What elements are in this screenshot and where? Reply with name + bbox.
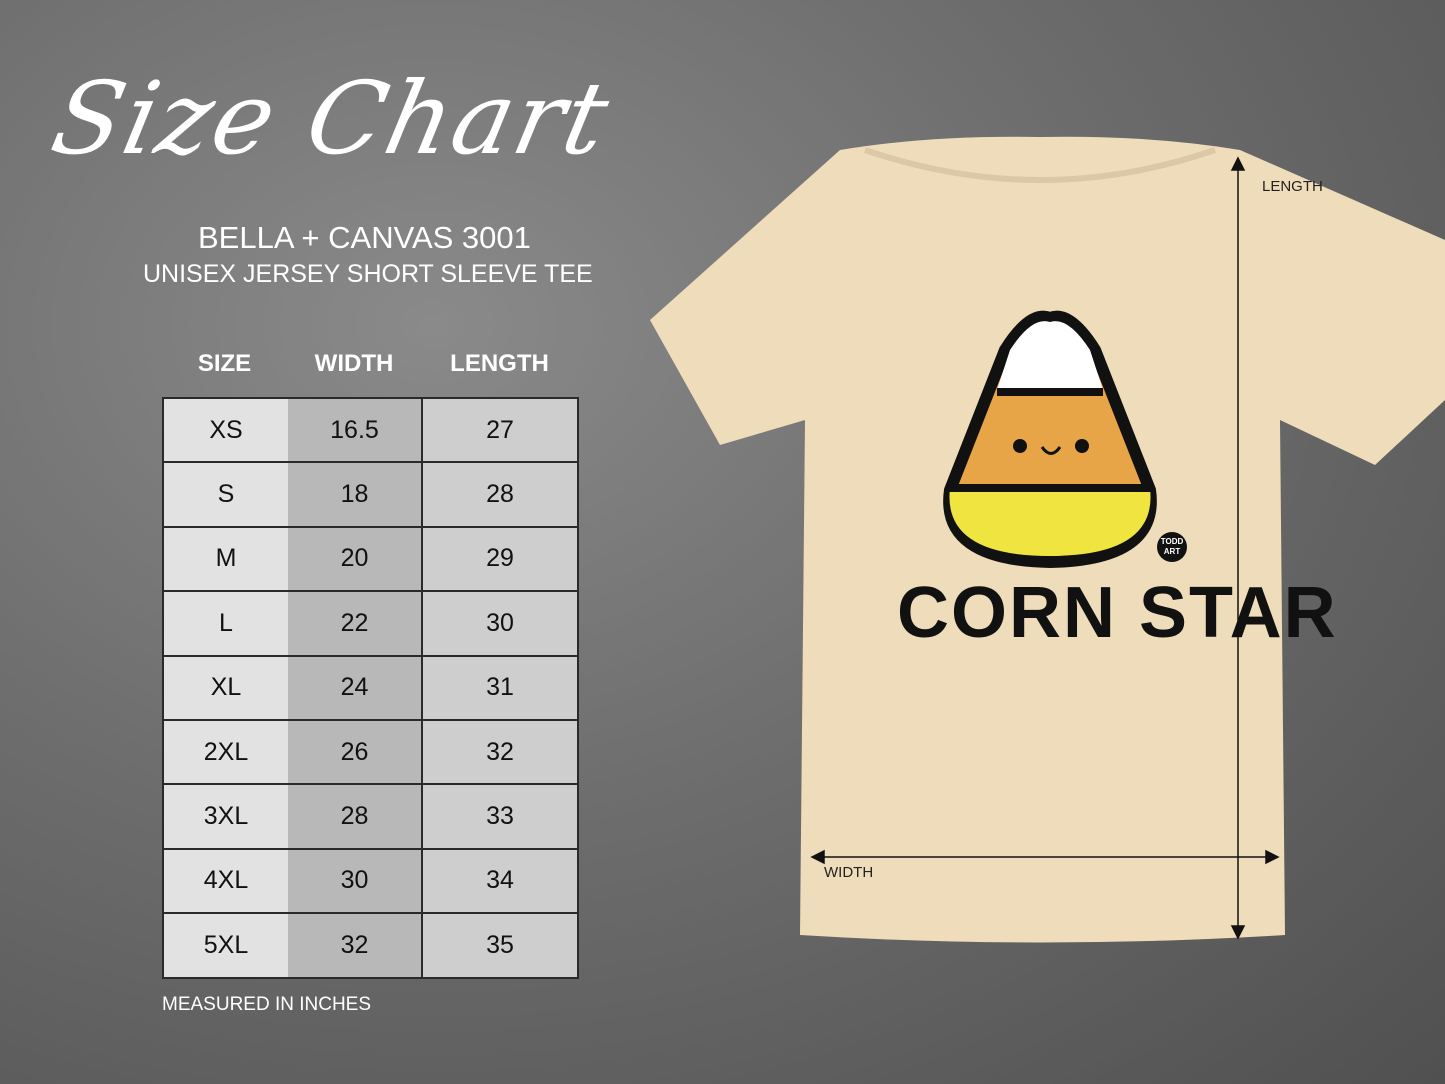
header-length: LENGTH	[450, 350, 549, 377]
table-row: M 20 29	[163, 525, 578, 593]
length-cell: 35	[422, 912, 578, 979]
length-cell: 29	[422, 525, 578, 593]
length-cell: 30	[422, 590, 578, 657]
measurement-note: MEASURED IN INCHES	[162, 994, 372, 1015]
table-row: 2XL 26 32	[163, 718, 578, 786]
size-cell: XL	[163, 654, 288, 721]
length-cell: 32	[422, 718, 578, 786]
size-cell: 2XL	[163, 718, 288, 786]
width-arrow	[810, 849, 1280, 865]
table-row: 3XL 28 33	[163, 783, 578, 850]
width-cell: 24	[288, 654, 423, 721]
product-name: UNISEX JERSEY SHORT SLEEVE TEE	[143, 260, 593, 288]
size-table: XS 16.5 27 S 18 28 M 20 29 L 22 30 XL 24 31 2XL 26 32 3XL 2…	[162, 396, 579, 979]
table-row: L 22 30	[163, 590, 578, 657]
length-cell: 34	[422, 847, 578, 915]
table-row: 5XL 32 35	[163, 912, 578, 979]
table-row: 4XL 30 34	[163, 847, 578, 915]
shirt-print-text: CORN STAR	[897, 573, 1338, 653]
width-cell: 32	[288, 912, 423, 979]
size-cell: XS	[163, 396, 288, 464]
length-cell: 33	[422, 783, 578, 850]
width-cell: 18	[288, 461, 423, 528]
length-label: LENGTH	[1262, 178, 1323, 195]
table-row: S 18 28	[163, 461, 578, 528]
length-cell: 28	[422, 461, 578, 528]
width-cell: 20	[288, 525, 423, 593]
width-label: WIDTH	[824, 864, 874, 881]
width-cell: 28	[288, 783, 423, 850]
size-cell: L	[163, 590, 288, 657]
header-width: WIDTH	[314, 350, 394, 377]
tshirt-collar	[864, 147, 1216, 183]
header-size: SIZE	[197, 350, 252, 377]
candy-corn-graphic	[943, 310, 1157, 569]
size-cell: 4XL	[163, 847, 288, 915]
table-row: XS 16.5 27	[163, 396, 578, 464]
length-arrow	[1230, 156, 1246, 940]
width-cell: 30	[288, 847, 423, 915]
width-cell: 22	[288, 590, 423, 657]
size-cell: S	[163, 461, 288, 528]
todd-art-logo: TODD ART	[1157, 532, 1187, 562]
width-cell: 16.5	[288, 396, 423, 464]
size-cell: 5XL	[163, 912, 288, 979]
table-row: XL 24 31	[163, 654, 578, 721]
length-cell: 27	[422, 396, 578, 464]
length-cell: 31	[422, 654, 578, 721]
size-cell: 3XL	[163, 783, 288, 850]
brand-model: BELLA + CANVAS 3001	[198, 220, 531, 255]
size-cell: M	[163, 525, 288, 593]
width-cell: 26	[288, 718, 423, 786]
